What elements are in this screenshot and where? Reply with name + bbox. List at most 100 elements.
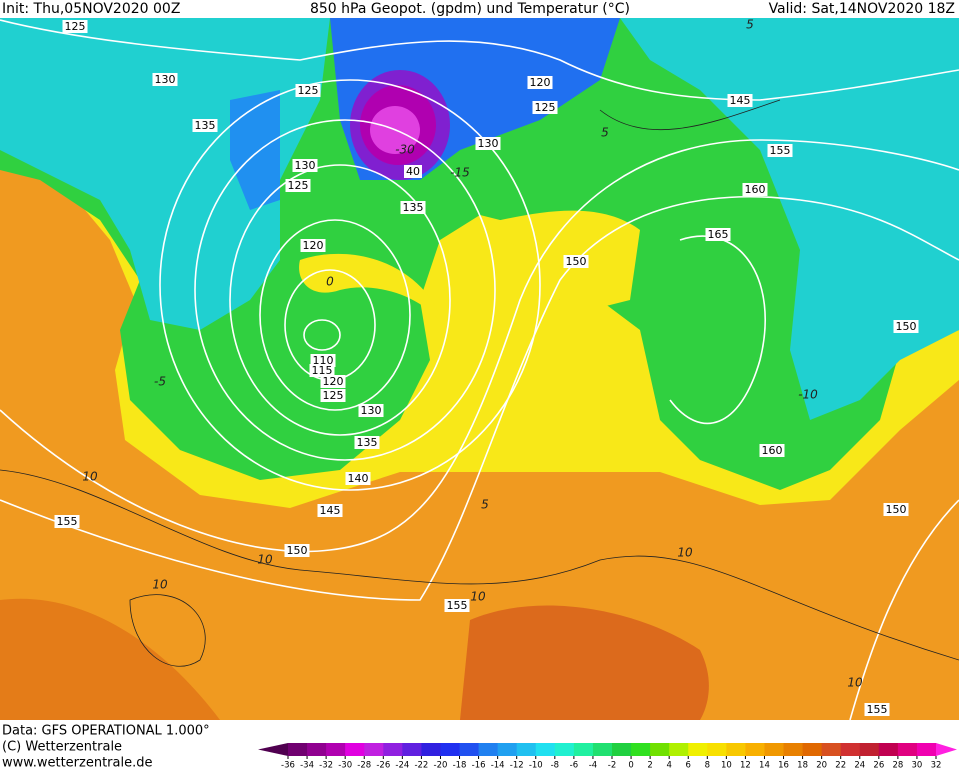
- init-time: Init: Thu,05NOV2020 00Z: [2, 1, 180, 17]
- contour-label: 135: [357, 436, 378, 449]
- colorbar-tick-label: -6: [570, 761, 578, 770]
- isohypse: [303, 319, 341, 351]
- temperature-label: 10: [677, 546, 693, 560]
- contour-label-box: [444, 599, 470, 612]
- color-swatch: [745, 743, 765, 756]
- colorbar-tick-label: -22: [414, 761, 428, 770]
- color-swatch: [783, 743, 804, 756]
- contour-label: 40: [406, 165, 420, 178]
- colorbar-tick-label: -26: [376, 761, 390, 770]
- field-blue-west: [230, 90, 280, 210]
- colorbar-tick-label: -28: [357, 761, 371, 770]
- field-cyan-west: [0, 18, 330, 330]
- temperature-lines: [0, 99, 959, 667]
- isohypse: [849, 499, 959, 720]
- color-swatch: [307, 743, 327, 756]
- contour-label-box: [400, 201, 426, 214]
- contour-label-box: [727, 94, 753, 107]
- website: www.wetterzentrale.de: [2, 756, 152, 770]
- contour-label-box: [300, 239, 326, 252]
- colorbar-tick-label: -34: [300, 761, 314, 770]
- field-yellow-scandinavia: [480, 210, 640, 310]
- isohypse: [0, 19, 959, 101]
- contour-label: 130: [478, 137, 499, 150]
- temperature-labels: 10 -5 5 10 10 10 10 10 -10 -30 -15 0 5 5: [82, 18, 863, 690]
- colorbar-tick-label: -24: [395, 761, 409, 770]
- color-swatch: [345, 743, 365, 756]
- contour-label: 150: [886, 503, 907, 516]
- contour-label: 160: [762, 444, 783, 457]
- color-swatch: [631, 743, 651, 756]
- contour-label-box: [152, 73, 178, 86]
- colorbar-tick-label: 12: [740, 761, 751, 770]
- color-swatch: [707, 743, 727, 756]
- contour-label: 125: [298, 84, 319, 97]
- colorbar-tick-label: 2: [647, 761, 652, 770]
- color-swatch: [440, 743, 461, 756]
- colorbar-tick-label: 22: [835, 761, 846, 770]
- contour-label-box: [295, 84, 321, 97]
- color-swatch: [535, 743, 556, 756]
- temperature-label: 0: [326, 275, 334, 289]
- contour-label-box: [742, 183, 768, 196]
- contour-label: 155: [57, 515, 78, 528]
- map: 125 130 125 135 120 125 145 130 155 130 …: [0, 18, 959, 720]
- contour-label-box: [285, 179, 311, 192]
- color-swatch: [688, 743, 708, 756]
- contour-label: 155: [770, 144, 791, 157]
- colorbar-tick-label: 18: [797, 761, 808, 770]
- contour-label: 130: [361, 404, 382, 417]
- temperature-label: -5: [154, 375, 166, 389]
- color-swatch: [478, 743, 499, 756]
- color-swatch: [516, 743, 537, 756]
- temperature-label: 10: [847, 676, 863, 690]
- colorbar-tick-label: 6: [686, 761, 691, 770]
- field-yellow-crescent: [299, 253, 445, 330]
- temperature-label: 10: [152, 578, 168, 592]
- field-cyan-east: [620, 18, 959, 420]
- contour-label-box: [527, 76, 553, 89]
- contour-label-box: [192, 119, 218, 132]
- valid-time: Valid: Sat,14NOV2020 18Z: [769, 1, 955, 17]
- contour-label-box: [883, 503, 909, 516]
- contour-label-box: [284, 544, 310, 557]
- isohypse: [669, 235, 766, 425]
- colorbar-tick-label: -14: [491, 761, 505, 770]
- geopotential-lines: [0, 19, 959, 720]
- contour-label: 145: [730, 94, 751, 107]
- color-swatch: [859, 743, 880, 756]
- temperature-label: 10: [470, 590, 486, 604]
- contour-label: 150: [896, 320, 917, 333]
- color-swatch: [554, 743, 575, 756]
- contour-label: 125: [288, 179, 309, 192]
- isohypse: [194, 119, 496, 461]
- colorbar-tick-label: -12: [510, 761, 524, 770]
- contour-label: 125: [535, 101, 556, 114]
- contour-label-box: [563, 255, 589, 268]
- color-swatch: [592, 743, 613, 756]
- colorbar-tick-label: -10: [529, 761, 543, 770]
- isohypse: [0, 139, 959, 553]
- contour-label: 155: [867, 703, 888, 716]
- colorbar-tick-label: 4: [666, 761, 671, 770]
- contour-label: 150: [566, 255, 587, 268]
- color-swatch: [650, 743, 670, 756]
- contour-label: 115: [312, 364, 333, 377]
- contour-label-box: [475, 137, 501, 150]
- color-swatch: [764, 743, 785, 756]
- isotherm: [599, 99, 781, 131]
- contour-label: 150: [287, 544, 308, 557]
- contour-label-box: [320, 389, 346, 402]
- color-swatch: [326, 743, 346, 756]
- contour-label: 160: [745, 183, 766, 196]
- contour-label: 155: [447, 599, 468, 612]
- isohypse: [159, 79, 541, 491]
- contour-label-box: [354, 436, 380, 449]
- color-swatch: [383, 743, 403, 756]
- contour-label: 165: [708, 228, 729, 241]
- color-swatch: [497, 743, 518, 756]
- colorbar-tick-label: 8: [705, 761, 710, 770]
- temperature-label: 10: [257, 553, 273, 567]
- contour-label: 135: [403, 201, 424, 214]
- contour-label-box: [62, 20, 88, 33]
